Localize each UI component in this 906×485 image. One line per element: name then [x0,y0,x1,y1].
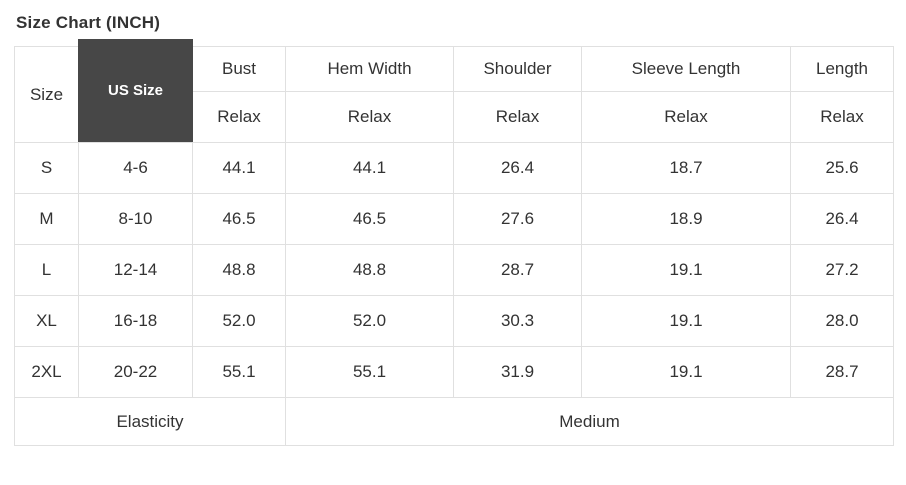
length-value: 28.0 [790,295,894,347]
column-header-length: Length [790,46,894,92]
sleeve-length-value: 19.1 [581,244,791,296]
column-header-sleeve-length: Sleeve Length [581,46,791,92]
table-row-2xl: 2XL 20-22 55.1 55.1 31.9 19.1 28.7 [14,346,894,398]
length-value: 25.6 [790,142,894,194]
table-row-m: M 8-10 46.5 46.5 27.6 18.9 26.4 [14,193,894,245]
length-value: 27.2 [790,244,894,296]
shoulder-value: 31.9 [453,346,582,398]
size-label: XL [14,295,79,347]
header-row-fit: Relax Relax Relax Relax Relax [15,91,894,143]
shoulder-value: 28.7 [453,244,582,296]
fit-cell-hem-width: Relax [285,91,454,143]
bust-value: 52.0 [192,295,286,347]
us-size-column-header[interactable]: US Size [78,39,193,142]
bust-value: 44.1 [192,142,286,194]
bust-value: 46.5 [192,193,286,245]
column-header-hem-width: Hem Width [285,46,454,92]
size-column-header: Size [14,46,79,143]
us-size-value: 4-6 [78,142,193,194]
size-chart-table: Size US Size Bust Hem Width Shoulder Sle… [14,39,894,446]
shoulder-value: 27.6 [453,193,582,245]
bust-value: 55.1 [192,346,286,398]
hem-width-value: 44.1 [285,142,454,194]
fit-cell-sleeve-length: Relax [581,91,791,143]
hem-width-value: 48.8 [285,244,454,296]
table-row-l: L 12-14 48.8 48.8 28.7 19.1 27.2 [14,244,894,296]
table-row-s: S 4-6 44.1 44.1 26.4 18.7 25.6 [14,142,894,194]
hem-width-value: 55.1 [285,346,454,398]
sleeve-length-value: 19.1 [581,295,791,347]
us-size-column-header-cell: US Size [78,39,193,143]
length-value: 26.4 [790,193,894,245]
length-value: 28.7 [790,346,894,398]
shoulder-value: 30.3 [453,295,582,347]
elasticity-value: Medium [285,397,894,446]
page-title: Size Chart (INCH) [16,13,161,32]
elasticity-row: Elasticity Medium [14,397,894,446]
sleeve-length-value: 19.1 [581,346,791,398]
size-label: 2XL [14,346,79,398]
size-label: L [14,244,79,296]
size-label: M [14,193,79,245]
bust-value: 48.8 [192,244,286,296]
hem-width-value: 46.5 [285,193,454,245]
sleeve-length-value: 18.7 [581,142,791,194]
us-size-value: 12-14 [78,244,193,296]
fit-cell-length: Relax [790,91,894,143]
size-label: S [14,142,79,194]
us-size-value: 20-22 [78,346,193,398]
header-row-main: Size US Size Bust Hem Width Shoulder Sle… [14,39,894,143]
hem-width-value: 52.0 [285,295,454,347]
elasticity-label: Elasticity [14,397,286,446]
fit-cell-shoulder: Relax [453,91,582,143]
fit-cell-bust: Relax [192,91,286,143]
table-row-xl: XL 16-18 52.0 52.0 30.3 19.1 28.0 [14,295,894,347]
us-size-value: 16-18 [78,295,193,347]
column-header-shoulder: Shoulder [453,46,582,92]
shoulder-value: 26.4 [453,142,582,194]
us-size-value: 8-10 [78,193,193,245]
sleeve-length-value: 18.9 [581,193,791,245]
column-header-bust: Bust [192,46,286,92]
